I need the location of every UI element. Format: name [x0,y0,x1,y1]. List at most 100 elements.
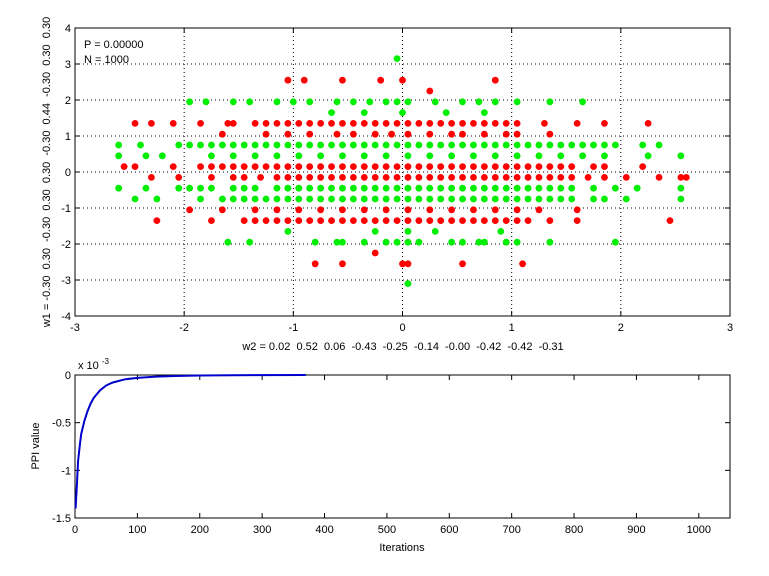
green-point [524,195,532,203]
green-point [262,195,270,203]
red-point [360,174,368,181]
ppi-x-tick-label: 900 [627,524,645,536]
red-point [262,163,270,171]
green-point [240,141,248,149]
green-point [273,152,281,160]
green-point [470,184,477,192]
red-point [120,163,128,171]
green-point [306,141,314,149]
red-point [502,217,510,225]
green-point [311,238,319,246]
green-point [404,141,412,149]
red-point [480,174,488,181]
red-point [328,174,335,181]
red-point [601,174,608,181]
red-point [229,120,237,127]
red-point [404,206,412,214]
green-point [295,195,303,203]
red-point [295,120,303,127]
red-point [284,76,292,84]
green-point [382,141,390,149]
red-point [557,174,565,181]
scatter-y-tick-label: 2 [65,95,71,107]
green-point [273,98,281,106]
red-point [491,76,499,84]
red-point [218,206,226,214]
green-point [579,98,587,106]
red-point [404,120,412,127]
red-point [311,260,319,268]
red-point [584,174,592,181]
red-point [360,206,368,214]
ppi-y-tick-label: 0 [65,370,71,382]
red-point [382,217,390,225]
green-point [491,184,499,192]
red-point [415,217,423,225]
green-point [284,228,292,235]
red-point [339,260,346,268]
red-point [284,120,292,127]
ppi-x-tick-label: 800 [565,524,583,536]
red-point [339,174,346,181]
red-point [459,260,466,268]
red-point [470,120,477,127]
ppi-exponent-base: x 10 [78,360,99,372]
red-point [240,163,248,171]
green-point [480,195,488,203]
green-point [546,184,554,192]
green-point [557,141,565,149]
red-point [317,217,325,225]
ppi-x-tick-label: 1000 [687,524,711,536]
green-point [229,184,237,192]
scatter-x-tick-label: -1 [288,322,298,334]
red-point [513,163,521,171]
red-point [426,217,434,225]
red-point [399,260,406,268]
green-point [677,152,685,160]
red-point [371,130,379,138]
green-point [557,152,565,160]
red-point [295,163,303,171]
red-point [349,120,357,127]
red-point [229,174,237,181]
red-point [273,206,281,214]
ppi-exponent-label: x 10 -3 [78,357,110,372]
green-point [251,195,259,203]
red-point [339,76,346,84]
green-point [382,238,390,246]
green-point [349,195,357,203]
red-point [148,120,155,127]
red-point [349,217,357,225]
red-point [328,120,335,127]
green-point [393,184,401,192]
green-point [404,228,412,235]
green-point [251,152,259,160]
green-point [371,228,379,235]
red-point [557,163,565,171]
green-point [382,184,390,192]
red-point [448,206,456,214]
green-point [524,141,532,149]
scatter-x-tick-label: 0 [399,322,405,334]
red-point [573,206,581,214]
red-point [491,206,499,214]
red-point [502,163,510,171]
red-point [437,217,445,225]
red-point [470,174,477,181]
red-point [426,163,434,171]
red-point [273,174,281,181]
scatter-x-tick-label: -3 [70,322,80,334]
green-point [273,184,281,192]
red-point [339,120,346,127]
green-point [639,141,647,149]
ppi-y-label: PPI value [30,422,42,469]
red-point [218,163,226,171]
green-point [317,141,325,149]
green-point [568,141,576,149]
red-point [568,174,576,181]
red-point [382,174,390,181]
red-point [371,120,379,127]
green-point [513,141,521,149]
ppi-x-tick-label: 0 [72,524,78,536]
green-point [513,238,521,246]
